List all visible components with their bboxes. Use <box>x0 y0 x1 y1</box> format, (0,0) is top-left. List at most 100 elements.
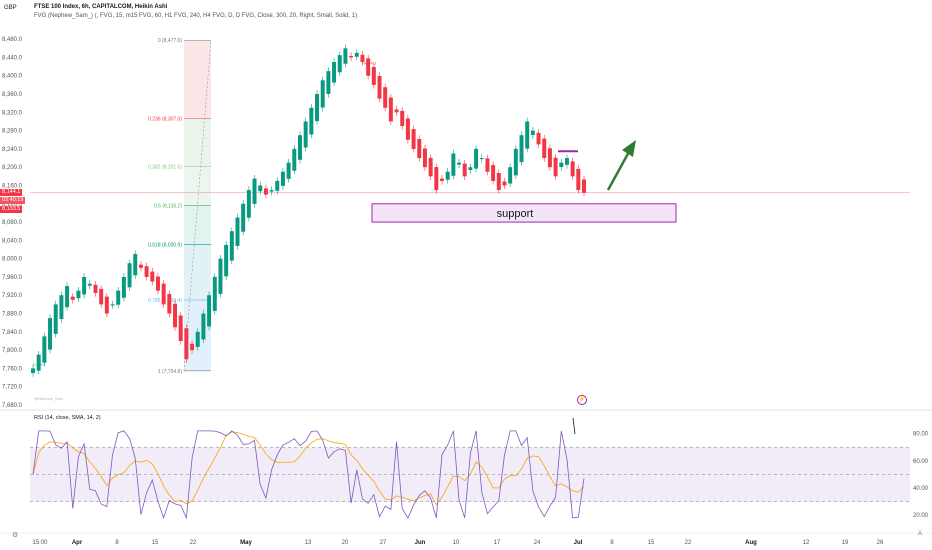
price-tick-label: 7,840.0 <box>2 330 23 336</box>
time-tick-label: 15:00 <box>32 540 48 546</box>
time-tick-label: 26 <box>877 540 884 546</box>
bullish-arrow <box>606 149 632 191</box>
fib-level-label: 0.5 (8,116.2) <box>154 204 182 210</box>
lightning-icon[interactable]: ⚡ <box>577 395 587 405</box>
candle-body <box>360 54 365 63</box>
support-label: support <box>497 208 534 220</box>
price-tick-label: 7,760.0 <box>2 366 23 372</box>
time-tick-label: 12 <box>803 540 810 546</box>
candle-body <box>280 171 285 186</box>
candle-body <box>275 180 280 191</box>
time-tick-label: 24 <box>534 540 541 546</box>
candle-body <box>235 217 240 246</box>
candle-body <box>485 158 490 172</box>
candle-body <box>428 157 433 177</box>
candle-body <box>195 331 200 347</box>
candle-body <box>337 55 342 73</box>
candle-body <box>36 354 41 371</box>
candle-body <box>474 148 479 169</box>
candle-body <box>411 129 416 149</box>
candle-body <box>229 231 234 261</box>
candle-body <box>320 80 325 108</box>
candle-body <box>246 190 251 218</box>
candle-body <box>87 283 92 286</box>
fib-zone <box>184 40 211 119</box>
rsi-line <box>32 430 585 520</box>
price-tick-label: 8,040.0 <box>2 238 23 244</box>
candle-body <box>59 295 64 320</box>
candle-body <box>70 296 75 300</box>
candle-body <box>434 167 439 191</box>
price-tick-label: 8,000.0 <box>2 257 23 263</box>
candle-body <box>258 185 263 192</box>
candle-body <box>349 56 354 58</box>
candle-body <box>121 276 126 298</box>
candle-body <box>82 276 87 295</box>
price-tick-label: 8,080.0 <box>2 220 23 226</box>
candle-body <box>116 290 121 305</box>
time-tick-label: Apr <box>72 540 83 546</box>
candle-body <box>99 288 104 305</box>
candle-body <box>104 296 109 314</box>
candle-body <box>252 178 257 204</box>
chart-title[interactable]: FTSE 100 Index, 6h, CAPITALCOM, Heikin A… <box>34 4 168 10</box>
candle-body <box>93 284 98 293</box>
candle-body <box>525 121 530 149</box>
time-tick-label: 17 <box>494 540 501 546</box>
candle-body <box>462 163 467 177</box>
rsi-tick-label: 20.00 <box>913 513 929 519</box>
time-tick-label: 13 <box>305 540 312 546</box>
price-tick-label: 7,720.0 <box>2 385 23 391</box>
time-tick-label: Jun <box>415 540 426 546</box>
rsi-tick-label: 40.00 <box>913 486 929 492</box>
candle-body <box>513 148 518 176</box>
candle-body <box>479 158 484 160</box>
price-tick-label: 8,440.0 <box>2 55 23 61</box>
candle-body <box>65 286 70 308</box>
candle-body <box>394 109 399 113</box>
time-tick-label: 8 <box>115 540 119 546</box>
candle-body <box>173 303 177 328</box>
candle-body <box>167 294 172 314</box>
candle-body <box>292 148 297 171</box>
time-tick-label: 10 <box>453 540 460 546</box>
candle-body <box>440 178 444 181</box>
countdown-tag: 03:40:19 <box>0 197 26 204</box>
candle-body <box>155 276 160 291</box>
auto-scale-button[interactable]: A <box>918 531 923 537</box>
candle-body <box>383 87 388 108</box>
candle-body <box>133 254 138 276</box>
settings-gear-icon[interactable]: ⚙ <box>12 532 19 539</box>
rsi-marker-line <box>572 417 576 435</box>
candle-body <box>269 190 274 192</box>
candle-body <box>570 161 575 177</box>
current-price-tag: 8,144.1 <box>0 189 23 196</box>
indicator-legend[interactable]: FVG (Nephew_Sam_) (, FVG, 15, m15 FVG, 6… <box>34 13 358 19</box>
fib-zone <box>184 118 211 167</box>
candle-body <box>53 304 58 334</box>
candle-body <box>405 118 410 140</box>
price-tick-label: 8,360.0 <box>2 92 23 98</box>
candle-body <box>31 368 35 373</box>
candle-body <box>388 97 393 122</box>
watermark: @Nephew_Sam_ <box>34 396 66 401</box>
candle-body <box>286 162 291 179</box>
candle-body <box>491 165 496 181</box>
candle-body <box>553 157 558 177</box>
time-tick-label: 22 <box>685 540 692 546</box>
candle-body <box>138 264 143 268</box>
candle-body <box>332 62 337 83</box>
fib-zone <box>184 244 211 301</box>
candle-body <box>564 158 569 165</box>
price-tick-label: 8,120.0 <box>2 202 23 208</box>
candle-body <box>542 138 547 159</box>
candle-body <box>184 328 189 360</box>
candle-body <box>519 135 524 163</box>
price-tick-label: 7,680.0 <box>2 403 23 409</box>
candle-body <box>178 315 183 341</box>
time-tick-label: 20 <box>342 540 349 546</box>
rsi-tick-label: 80.00 <box>913 432 929 438</box>
candle-body <box>457 162 462 165</box>
